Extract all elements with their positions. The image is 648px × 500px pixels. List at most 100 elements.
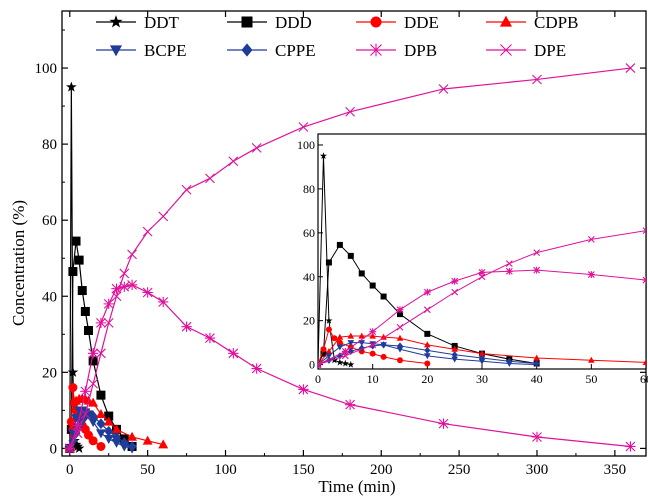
inset-series-dpb <box>318 266 646 369</box>
inset-data-point-ddt <box>325 316 333 324</box>
inset-data-point-bcpe <box>396 346 404 353</box>
inset-data-point-ddt <box>319 152 328 159</box>
data-point-dpe <box>72 428 83 439</box>
data-point-bcpe <box>111 438 122 448</box>
x-tick-label: 250 <box>448 462 471 478</box>
data-point-ddd <box>71 236 81 246</box>
inset-data-point-dpe <box>505 260 513 267</box>
inset-x-tick-label: 10 <box>367 372 379 386</box>
inset-data-point-bcpe <box>325 353 333 360</box>
data-point-dpe <box>205 173 215 184</box>
inset-data-point-dde <box>320 346 327 353</box>
inset-data-point-dpb <box>587 271 595 279</box>
inset-data-point-dpb <box>478 268 486 276</box>
inset-data-point-dpe <box>587 236 595 243</box>
data-point-dpb <box>80 386 91 397</box>
inset-data-point-cdpb <box>533 354 540 361</box>
inset-series-line-cdpb <box>318 335 646 365</box>
data-point-ddd <box>68 267 78 277</box>
x-tick-label: 50 <box>140 462 155 478</box>
data-point-dpe <box>298 122 309 132</box>
data-point-bcpe <box>103 435 114 445</box>
inset-x-tick-label: 30 <box>476 372 488 386</box>
data-point-cdpb <box>127 431 138 441</box>
data-point-dpb <box>251 363 262 374</box>
legend-item-ddd: DDD <box>227 13 312 32</box>
series-dpb <box>64 279 636 454</box>
data-point-cdpb <box>142 435 153 445</box>
data-point-dpb <box>228 348 239 359</box>
data-point-dpe <box>142 226 153 237</box>
legend-marker-dde <box>370 16 382 28</box>
inset-y-tick-label: 20 <box>303 314 315 328</box>
inset-data-point-cppe <box>336 352 343 360</box>
inset-y-tick-label: 80 <box>303 182 315 196</box>
inset-series-cdpb <box>318 332 646 368</box>
inset-data-point-dpe <box>369 341 377 349</box>
inset-y-tick-label: 0 <box>309 358 315 372</box>
legend-label: CPPE <box>275 41 316 60</box>
data-point-dpb <box>72 420 83 431</box>
legend-label: CDPB <box>534 13 578 32</box>
inset-data-point-dde <box>397 357 403 364</box>
data-point-ddt <box>67 366 79 377</box>
inset-data-point-cppe <box>533 359 540 368</box>
data-point-dpb <box>126 279 138 291</box>
inset-y-tick-label: 40 <box>303 270 315 284</box>
legend: DDT DDD DDE CDPB BCPE CPPE DPB DPE <box>96 13 578 60</box>
data-point-dpb <box>298 384 309 395</box>
data-point-dpe <box>345 106 355 117</box>
inset-data-point-dpe <box>451 288 459 296</box>
legend-label: DDD <box>275 13 312 32</box>
inset-data-point-ddd <box>358 270 365 277</box>
inset-data-point-cppe <box>479 354 485 362</box>
series-line-dpe <box>69 67 631 449</box>
data-point-dpb <box>95 317 107 329</box>
data-point-cppe <box>96 418 106 430</box>
inset-data-point-cppe <box>451 351 458 359</box>
y-axis-label: Concentration (%) <box>9 200 28 326</box>
series-line-dpb <box>69 284 631 449</box>
data-point-dpe <box>181 184 192 195</box>
y-tick-label: 60 <box>42 213 57 229</box>
data-point-dpe <box>228 156 239 167</box>
data-point-dde <box>88 436 98 446</box>
x-tick-label: 200 <box>370 462 393 478</box>
data-point-dpb <box>111 283 122 294</box>
inset-data-point-dpb <box>533 266 541 274</box>
inset-data-point-cppe <box>506 357 513 365</box>
inset-data-point-cppe <box>380 341 387 349</box>
legend-item-cdpb: CDPB <box>486 13 578 32</box>
data-point-ddd <box>80 306 90 316</box>
x-tick-label: 350 <box>604 462 627 478</box>
inset-y-tick-label: 60 <box>303 226 315 240</box>
data-point-dpb <box>119 281 130 292</box>
legend-marker-ddt <box>109 15 123 28</box>
legend-item-ddt: DDT <box>96 13 180 32</box>
data-point-bcpe <box>95 429 106 439</box>
inset-data-point-dpe <box>423 306 431 314</box>
inset-data-point-dpe <box>318 361 322 368</box>
x-tick-label: 0 <box>66 462 74 478</box>
data-point-dde <box>68 383 78 393</box>
series-cdpb <box>64 393 169 453</box>
inset-series-dpe <box>318 227 646 368</box>
data-point-ddd <box>96 390 106 400</box>
inset-data-point-ddd <box>369 282 376 289</box>
legend-marker-dpb <box>369 43 383 57</box>
y-tick-label: 20 <box>42 365 57 381</box>
data-point-dpe <box>80 409 91 420</box>
inset-data-point-cdpb <box>588 356 595 363</box>
legend-item-bcpe: BCPE <box>96 41 187 60</box>
inset-data-point-cdpb <box>347 332 355 339</box>
inset-data-point-ddd <box>336 241 343 248</box>
data-point-cppe <box>119 437 129 449</box>
inset-data-point-bcpe <box>336 344 344 351</box>
inset-data-point-bcpe <box>358 340 366 347</box>
main-series-group <box>64 63 636 454</box>
inset-data-point-ddt <box>341 359 349 367</box>
inset-data-point-dpb <box>505 267 513 275</box>
data-point-cdpb <box>111 424 122 434</box>
